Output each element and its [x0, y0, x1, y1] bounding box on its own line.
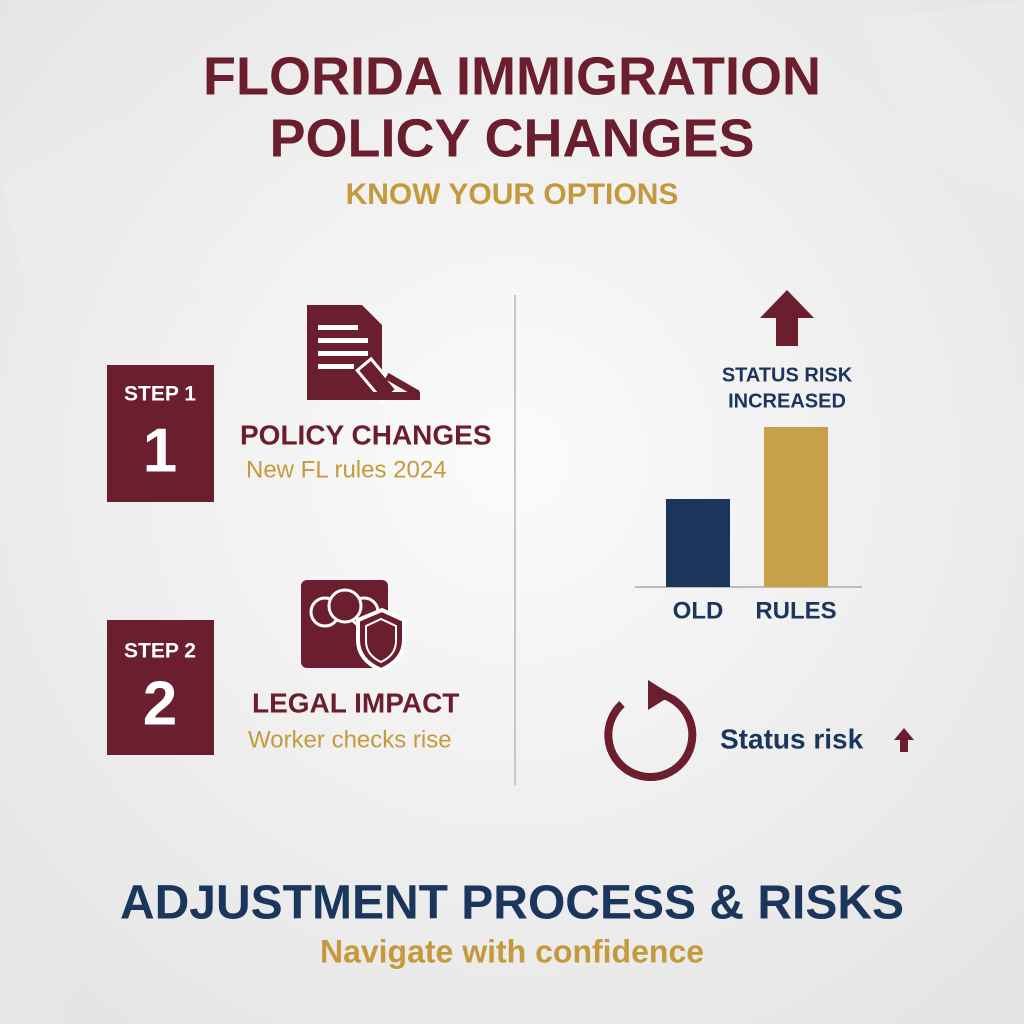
step-detail: New FL rules 2024 — [246, 456, 447, 483]
bar-chart: OLD RULES — [666, 427, 837, 624]
step-label: STEP 1 — [124, 383, 196, 406]
bg-shape — [0, 820, 120, 1024]
bg-shape — [0, 120, 200, 340]
bar — [666, 499, 730, 587]
bar — [764, 427, 828, 587]
status-note: Status risk — [720, 723, 864, 754]
chart-annotation: STATUS RISK — [722, 364, 853, 386]
bg-shape — [860, 0, 1024, 200]
title-line: FLORIDA IMMIGRATION — [203, 46, 821, 106]
step-label: STEP 2 — [124, 640, 196, 663]
step-badge — [107, 365, 214, 502]
step-number: 1 — [143, 416, 177, 485]
title-line: POLICY CHANGES — [269, 108, 754, 168]
x-label: OLD — [673, 597, 724, 624]
up-arrow — [760, 290, 814, 346]
step-heading: LEGAL IMPACT — [252, 687, 459, 718]
footer-tagline: Navigate with confidence — [320, 933, 704, 969]
document-icon — [307, 305, 420, 404]
small-up-arrow — [894, 728, 914, 752]
subtitle: KNOW YOUR OPTIONS — [346, 178, 679, 211]
step-number: 2 — [143, 669, 177, 738]
cycle-icon — [604, 680, 697, 781]
step-detail: Worker checks rise — [248, 726, 452, 753]
step-badge — [107, 620, 214, 755]
chart-annotation: INCREASED — [728, 390, 846, 412]
step-heading: POLICY CHANGES — [240, 419, 492, 450]
people-shield-icon — [301, 580, 406, 673]
footer-title: ADJUSTMENT PROCESS & RISKS — [120, 877, 904, 930]
x-label: RULES — [755, 597, 836, 624]
